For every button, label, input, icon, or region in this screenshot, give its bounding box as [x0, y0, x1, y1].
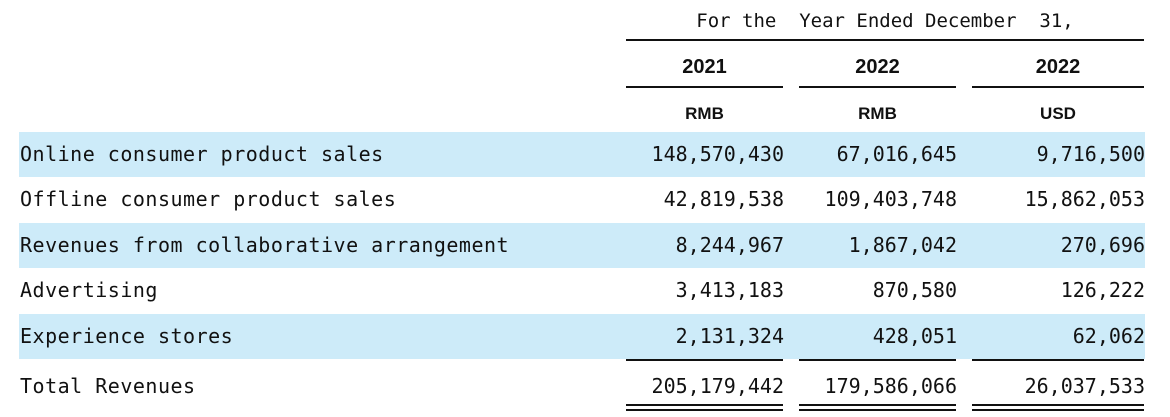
year-header-2022-rmb: 2022 — [855, 56, 900, 78]
table-row: Offline consumer product sales 42,819,53… — [19, 177, 1145, 222]
cell-2022-usd: 270,696 — [1060, 233, 1145, 257]
year-underline-3 — [972, 86, 1144, 88]
row-label: Offline consumer product sales — [20, 187, 397, 211]
total-double-rule-top-3 — [972, 404, 1144, 406]
currency-header-rmb-2022: RMB — [858, 104, 897, 123]
table-row: Advertising 3,413,183 870,580 126,222 — [19, 268, 1145, 313]
cell-2021-rmb: 148,570,430 — [651, 142, 784, 166]
cell-2021-rmb: 42,819,538 — [663, 187, 784, 211]
period-underline — [626, 39, 1144, 41]
cell-2022-rmb: 428,051 — [872, 324, 957, 348]
row-label: Online consumer product sales — [20, 142, 384, 166]
cell-2022-rmb: 67,016,645 — [836, 142, 957, 166]
total-double-rule-top-1 — [626, 404, 783, 406]
row-label: Revenues from collaborative arrangement — [20, 233, 510, 257]
total-row: Total Revenues 205,179,442 179,586,066 2… — [19, 364, 1145, 409]
subtotal-rule-2 — [799, 359, 956, 361]
table-row: Revenues from collaborative arrangement … — [19, 223, 1145, 268]
cell-2022-usd: 9,716,500 — [1036, 142, 1145, 166]
subtotal-rule-3 — [972, 359, 1144, 361]
total-double-rule-bottom-2 — [799, 409, 956, 411]
period-title: For the Year Ended December 31, — [696, 10, 1074, 32]
total-label: Total Revenues — [20, 374, 196, 398]
cell-2022-usd: 126,222 — [1060, 278, 1145, 302]
row-label: Advertising — [20, 278, 158, 302]
cell-2021-rmb: 8,244,967 — [675, 233, 784, 257]
row-label: Experience stores — [20, 324, 234, 348]
total-double-rule-bottom-1 — [626, 409, 783, 411]
year-underline-1 — [626, 86, 783, 88]
year-header-2022-usd: 2022 — [1035, 56, 1081, 78]
total-2022-usd: 26,037,533 — [1024, 374, 1145, 398]
cell-2022-usd: 15,862,053 — [1024, 187, 1145, 211]
cell-2021-rmb: 3,413,183 — [675, 278, 784, 302]
total-double-rule-bottom-3 — [972, 409, 1144, 411]
currency-header-rmb-2021: RMB — [685, 104, 724, 123]
cell-2022-rmb: 109,403,748 — [824, 187, 957, 211]
currency-header-usd-2022: USD — [1040, 104, 1076, 123]
table-row: Experience stores 2,131,324 428,051 62,0… — [19, 314, 1145, 359]
table-row: Online consumer product sales 148,570,43… — [19, 132, 1145, 177]
total-2021-rmb: 205,179,442 — [651, 374, 784, 398]
year-underline-2 — [799, 86, 956, 88]
cell-2022-rmb: 1,867,042 — [848, 233, 957, 257]
cell-2022-usd: 62,062 — [1072, 324, 1145, 348]
total-2022-rmb: 179,586,066 — [824, 374, 957, 398]
year-header-2021: 2021 — [682, 56, 727, 78]
total-double-rule-top-2 — [799, 404, 956, 406]
cell-2022-rmb: 870,580 — [872, 278, 957, 302]
cell-2021-rmb: 2,131,324 — [675, 324, 784, 348]
subtotal-rule-1 — [626, 359, 783, 361]
